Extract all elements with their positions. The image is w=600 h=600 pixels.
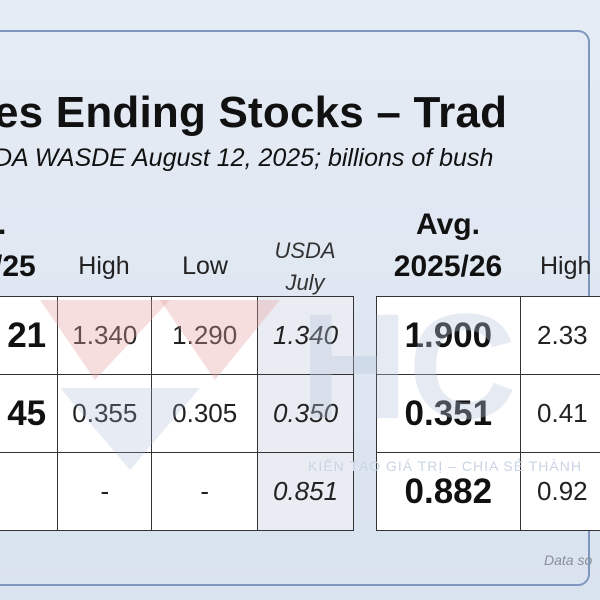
table-row: 0.351 0.41: [376, 374, 600, 453]
cell-r3-low: -: [151, 452, 259, 531]
table-row: 21 1.340 1.290 1.340: [0, 296, 354, 375]
header-avg-line1: Avg.: [416, 208, 480, 241]
table-row: 0.882 0.92: [376, 452, 600, 531]
cell-r1-c1: 21: [0, 296, 59, 375]
header-high: High: [78, 252, 130, 280]
cell-r2-avg: 0.351: [376, 374, 521, 453]
chart-subtitle: DA WASDE August 12, 2025; billions of bu…: [0, 144, 494, 172]
header-high-right: High: [540, 252, 592, 280]
cell-r2-high-right: 0.41: [519, 374, 600, 453]
right-table: 1.900 2.33 0.351 0.41 0.882 0.92: [376, 296, 600, 531]
header-avg-line2: 2025/26: [393, 250, 503, 283]
cell-r3-c1: [0, 452, 59, 531]
left-table: 21 1.340 1.290 1.340 45 0.355 0.305 0.35…: [0, 296, 354, 531]
table-row: - - 0.851: [0, 452, 354, 531]
cell-r3-high: -: [57, 452, 153, 531]
header-usda-line1: USDA: [274, 238, 336, 263]
cell-r1-usda: 1.340: [257, 296, 354, 375]
cell-r3-high-right: 0.92: [519, 452, 600, 531]
cell-r1-avg: 1.900: [376, 296, 521, 375]
cell-r2-usda: 0.350: [257, 374, 354, 453]
header-col1-line2: /25: [0, 250, 36, 283]
cell-r2-low: 0.305: [151, 374, 259, 453]
header-col1-line1: .: [0, 208, 28, 242]
chart-title: es Ending Stocks – Trad: [0, 88, 508, 137]
cell-r2-high: 0.355: [57, 374, 153, 453]
cell-r1-low: 1.290: [151, 296, 259, 375]
source-note: Data so: [544, 552, 593, 568]
cell-r1-high: 1.340: [57, 296, 153, 375]
cell-r3-avg: 0.882: [376, 452, 521, 531]
header-low: Low: [182, 252, 228, 280]
cell-r3-usda: 0.851: [257, 452, 354, 531]
table-row: 1.900 2.33: [376, 296, 600, 375]
table-row: 45 0.355 0.305 0.350: [0, 374, 354, 453]
header-usda-line2: July: [285, 270, 325, 295]
cell-r1-high-right: 2.33: [519, 296, 600, 375]
watermark-tagline: KIẾN TẠO GIÁ TRỊ – CHIA SẺ THÀNH: [308, 458, 582, 474]
cell-r2-c1: 45: [0, 374, 59, 453]
